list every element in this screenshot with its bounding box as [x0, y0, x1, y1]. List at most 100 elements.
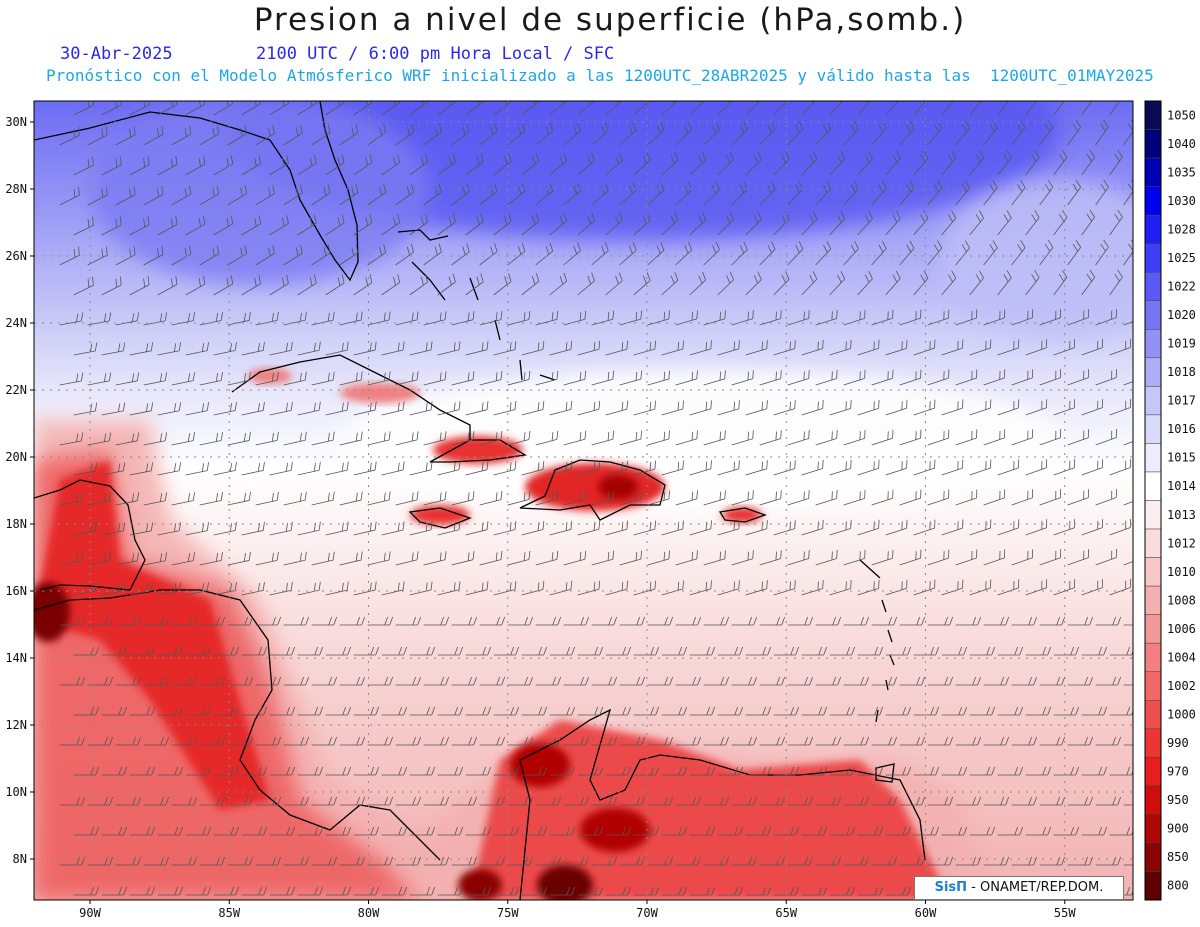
- wind-barb: [199, 372, 223, 386]
- wind-barb: [199, 245, 220, 266]
- wind-barb: [157, 215, 178, 236]
- wind-barb: [1039, 736, 1066, 746]
- wind-barb: [367, 431, 391, 446]
- wind-barb: [1067, 119, 1081, 146]
- wind-barb: [129, 276, 150, 296]
- wind-barb: [577, 460, 601, 476]
- wind-barb: [801, 399, 824, 416]
- wind-barb: [73, 402, 98, 416]
- wind-barb: [115, 856, 142, 866]
- wind-barb: [157, 402, 182, 416]
- wind-barb: [493, 341, 517, 356]
- wind-barb: [689, 101, 706, 116]
- wind-barb: [1025, 101, 1038, 116]
- wind-barb: [157, 522, 182, 536]
- wind-barb: [605, 826, 632, 836]
- wind-barb: [927, 796, 954, 806]
- wind-barb: [927, 676, 954, 686]
- wind-barb: [185, 275, 206, 296]
- wind-barb: [101, 216, 122, 236]
- wind-barb: [437, 706, 464, 716]
- wind-barb: [255, 371, 279, 386]
- wind-barb: [269, 401, 293, 416]
- legend-swatch: [1144, 614, 1162, 644]
- wind-barb: [899, 616, 926, 626]
- wind-barb: [675, 856, 702, 866]
- wind-barb: [745, 400, 768, 416]
- wind-barb: [941, 459, 964, 476]
- wind-barb: [297, 101, 317, 116]
- wind-barb: [969, 706, 996, 716]
- wind-barb: [843, 796, 870, 806]
- wind-barb: [535, 310, 559, 326]
- wind-barb: [857, 270, 873, 296]
- wind-barb: [591, 182, 609, 206]
- wind-barb: [689, 580, 712, 596]
- wind-barb: [255, 491, 279, 506]
- lat-tick-label: 26N: [5, 249, 27, 263]
- wind-barb: [59, 796, 86, 806]
- wind-barb: [367, 491, 391, 506]
- wind-barb: [465, 401, 489, 416]
- wind-barb: [283, 491, 307, 506]
- wind-barb: [1025, 706, 1052, 716]
- wind-barb: [339, 856, 366, 866]
- wind-barb: [423, 491, 447, 506]
- wind-barb: [241, 646, 268, 656]
- wind-barb: [997, 579, 1020, 596]
- lat-tick-label: 20N: [5, 450, 27, 464]
- wind-barb: [647, 550, 670, 566]
- wind-barb: [577, 340, 601, 356]
- wind-barb: [1109, 209, 1123, 236]
- wind-barb: [605, 152, 623, 176]
- wind-barb: [913, 646, 940, 656]
- wind-barb: [423, 371, 447, 386]
- wind-barb: [983, 369, 1006, 386]
- wind-barb: [997, 826, 1024, 836]
- legend-label: 1017: [1167, 394, 1196, 408]
- legend-label: 850: [1167, 850, 1189, 864]
- wind-barb: [521, 766, 548, 776]
- wind-barb: [1123, 381, 1133, 386]
- wind-barb: [241, 341, 265, 356]
- wind-barb: [773, 151, 790, 176]
- wind-barb: [185, 215, 206, 236]
- wind-barb: [227, 125, 247, 146]
- latitude-axis: 30N 28N 26N 24N 22N 20N 18N 16N 14N 12N 10N 8N: [5, 115, 27, 866]
- wind-barb: [353, 706, 380, 716]
- wind-barb: [913, 579, 936, 596]
- wind-barb: [241, 215, 261, 236]
- wind-barb: [927, 856, 954, 866]
- wind-barb: [367, 736, 394, 746]
- wind-barb: [745, 766, 772, 776]
- wind-barb: [899, 549, 922, 566]
- wind-barb: [171, 372, 195, 386]
- wind-barb: [479, 243, 498, 266]
- wind-barb: [451, 311, 475, 326]
- wind-barb: [325, 214, 345, 236]
- legend-label: 1019: [1167, 337, 1196, 351]
- wind-barb: [759, 796, 786, 806]
- wind-barb: [255, 124, 275, 146]
- wind-barb: [927, 369, 950, 386]
- wind-barb: [507, 616, 534, 626]
- wind-barb: [451, 491, 475, 506]
- wind-barb: [591, 430, 615, 446]
- wind-barb: [479, 371, 503, 386]
- legend-swatch: [1144, 300, 1162, 330]
- wind-barb: [703, 121, 720, 146]
- wind-barb: [619, 310, 643, 326]
- wind-barb: [59, 126, 80, 146]
- wind-barb: [437, 153, 456, 176]
- wind-barb: [227, 185, 247, 206]
- wind-barb: [339, 431, 363, 446]
- wind-barb: [283, 676, 310, 686]
- wind-barb: [787, 736, 814, 746]
- wind-barb: [297, 274, 317, 296]
- wind-barb: [1123, 804, 1133, 806]
- wind-barb: [283, 796, 310, 806]
- lon-tick-label: 90W: [79, 906, 101, 920]
- wind-barb: [857, 766, 884, 776]
- wind-barb: [1011, 309, 1034, 326]
- wind-barb: [787, 616, 814, 626]
